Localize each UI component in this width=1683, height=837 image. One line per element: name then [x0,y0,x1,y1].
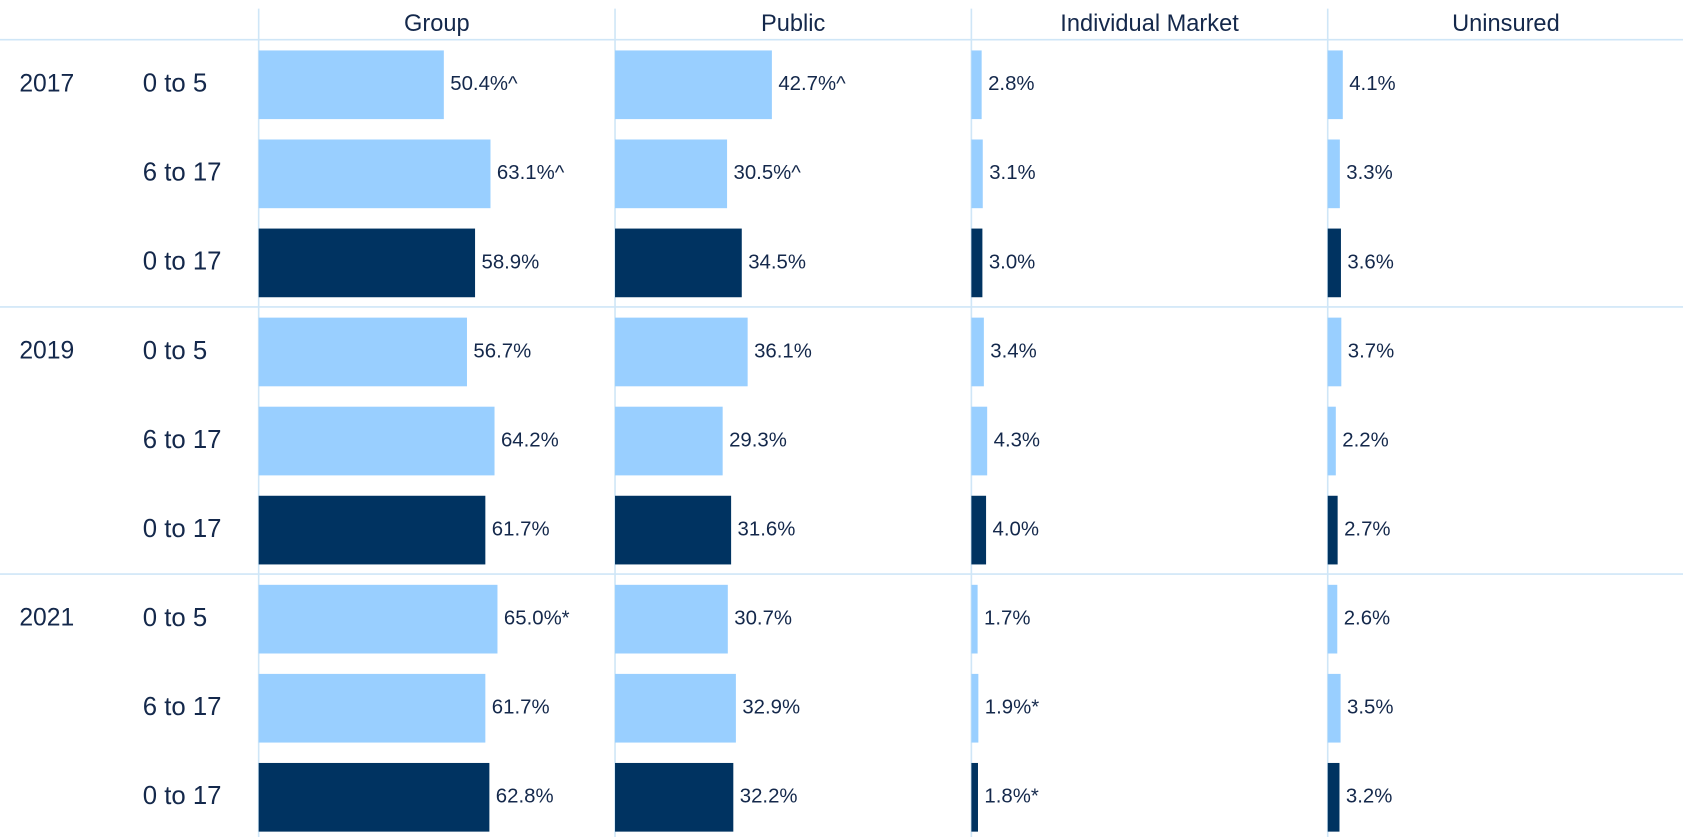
bar [615,762,734,832]
column-header: Uninsured [1452,11,1560,37]
bar [971,317,984,387]
value-label: 58.9% [481,251,539,273]
bar [1327,406,1336,476]
column-header: Individual Market [1060,11,1239,37]
bar [258,762,490,832]
value-label: 4.3% [994,429,1040,451]
value-label: 3.1% [989,162,1035,184]
age-label: 0 to 17 [143,515,222,543]
value-label: 1.7% [984,608,1030,630]
bar [1327,673,1341,743]
column-header: Public [761,11,826,37]
value-label: 63.1%^ [497,162,565,184]
value-label: 2.2% [1342,429,1388,451]
value-label: 3.6% [1347,251,1393,273]
bar [258,495,486,565]
value-label: 3.4% [990,340,1036,362]
bar [615,406,723,476]
value-label: 61.7% [492,518,550,540]
bar [615,50,772,120]
bar [258,317,467,387]
value-label: 4.1% [1349,73,1395,95]
value-label: 31.6% [738,518,796,540]
value-label: 64.2% [501,429,559,451]
year-label: 2017 [19,70,74,97]
bar [1327,317,1342,387]
value-label: 2.7% [1344,518,1390,540]
bar [1327,762,1340,832]
bar [615,584,728,654]
bar [1327,495,1338,565]
bar [258,228,476,298]
bar [971,228,983,298]
bar [1327,50,1343,120]
value-label: 61.7% [492,697,550,719]
age-label: 6 to 17 [143,159,222,187]
bar [971,495,987,565]
value-label: 29.3% [729,429,787,451]
bar [615,317,748,387]
age-label: 6 to 17 [143,426,222,454]
bar [615,139,728,209]
value-label: 3.5% [1347,697,1393,719]
bar [971,584,978,654]
value-label: 62.8% [496,786,554,808]
bar [615,495,732,565]
bar [1327,584,1338,654]
bar [258,673,486,743]
value-label: 30.5%^ [734,162,802,184]
bar [1327,139,1340,209]
column-header: Group [404,11,470,37]
value-label: 3.2% [1346,786,1392,808]
value-label: 65.0%* [504,608,570,630]
value-label: 3.0% [989,251,1035,273]
bar [615,673,736,743]
value-label: 30.7% [734,608,792,630]
value-label: 4.0% [993,518,1039,540]
age-label: 0 to 17 [143,248,222,276]
value-label: 32.2% [740,786,798,808]
age-label: 0 to 5 [143,604,207,632]
bar [258,139,491,209]
value-label: 2.6% [1344,608,1390,630]
value-label: 36.1% [754,340,812,362]
age-label: 6 to 17 [143,693,222,721]
bar [615,228,742,298]
value-label: 1.9%* [985,697,1039,719]
bar [971,762,978,832]
bar [971,139,983,209]
age-label: 0 to 5 [143,337,207,365]
value-label: 3.3% [1346,162,1392,184]
age-label: 0 to 17 [143,782,222,810]
age-label: 0 to 5 [143,70,207,98]
bar [1327,228,1341,298]
value-label: 2.8% [988,73,1034,95]
year-label: 2019 [19,337,74,364]
value-label: 32.9% [742,697,800,719]
value-label: 56.7% [473,340,531,362]
bar [971,406,988,476]
value-label: 42.7%^ [778,73,846,95]
bar [971,50,982,120]
bar [258,50,444,120]
bar [258,584,498,654]
value-label: 3.7% [1348,340,1394,362]
year-label: 2021 [19,605,74,632]
bar [258,406,495,476]
value-label: 1.8%* [984,786,1038,808]
bar [971,673,979,743]
value-label: 50.4%^ [450,73,518,95]
value-label: 34.5% [748,251,806,273]
